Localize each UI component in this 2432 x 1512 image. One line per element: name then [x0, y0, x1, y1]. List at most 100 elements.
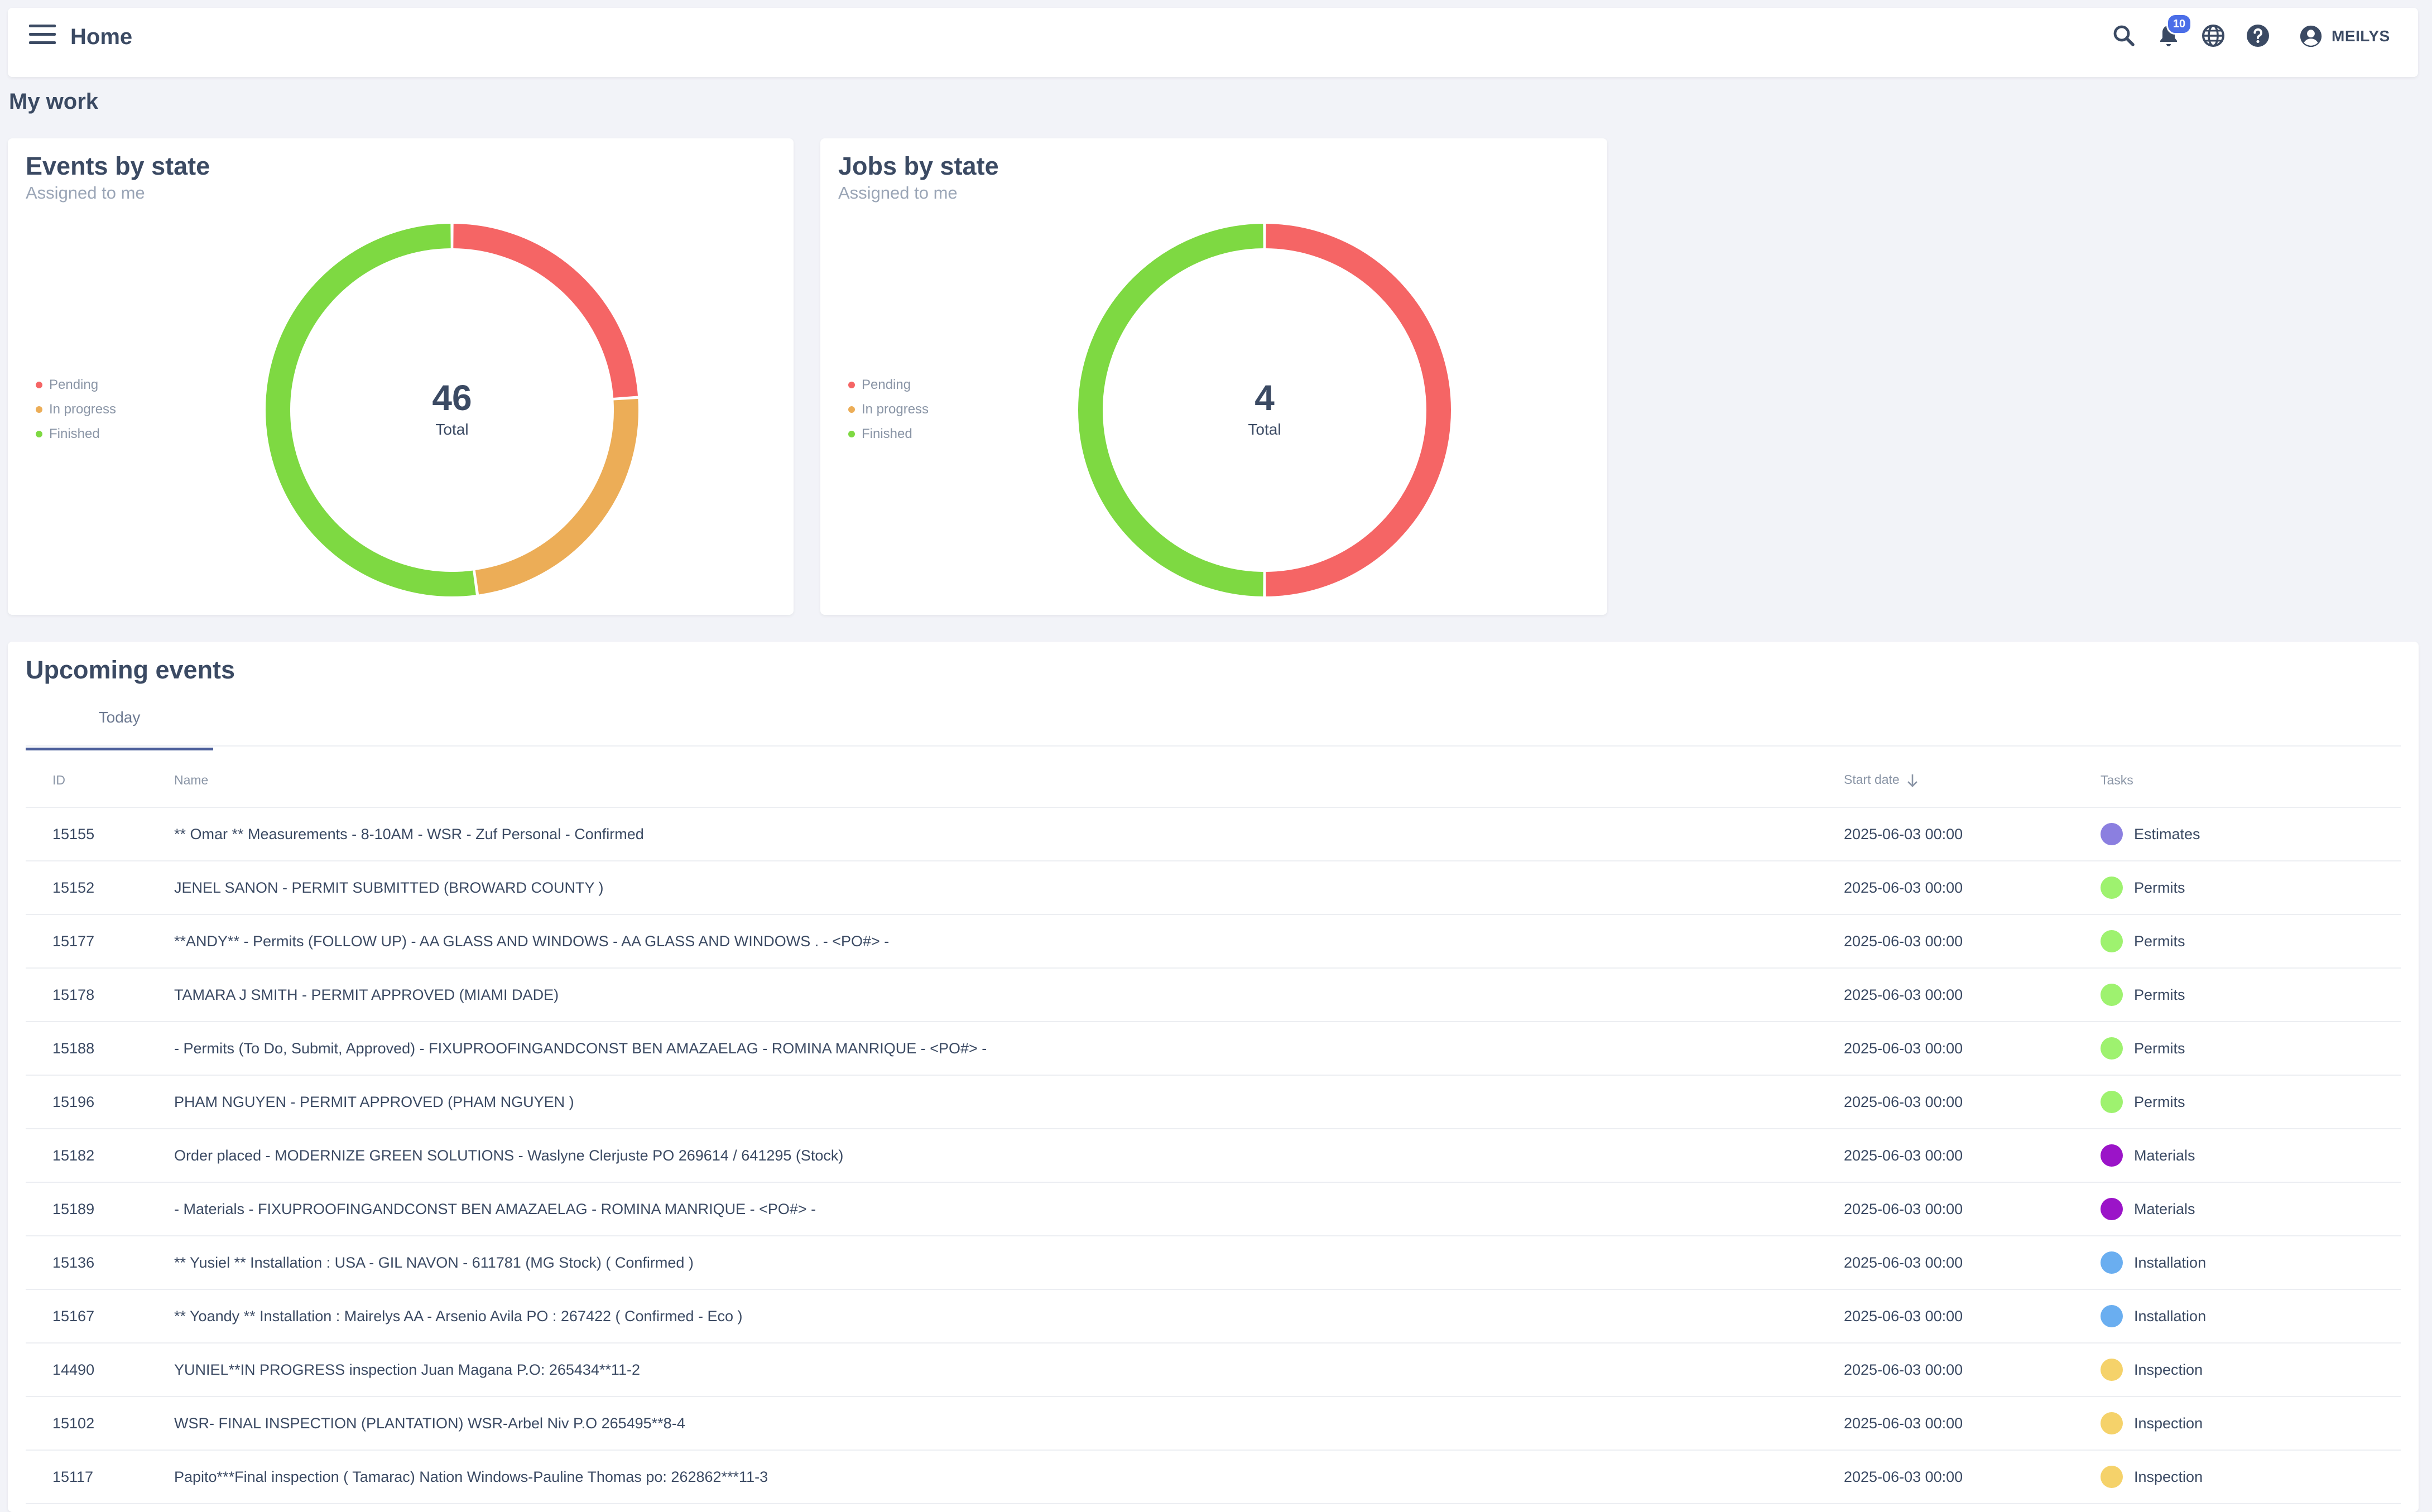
legend-dot	[36, 406, 42, 413]
cell-task: Materials	[2101, 1129, 2401, 1183]
globe-icon[interactable]	[2200, 22, 2227, 49]
table-row[interactable]: 15189- Materials - FIXUPROOFINGANDCONST …	[26, 1182, 2401, 1236]
task-label: Permits	[2134, 986, 2185, 1003]
events-slice-finished[interactable]	[266, 224, 476, 596]
user-name: MEILYS	[2332, 27, 2390, 45]
table-row[interactable]: 15196 PHAM NGUYEN - PERMIT APPROVED (PHAM…	[26, 1075, 2401, 1129]
task-label: Inspection	[2134, 1361, 2203, 1378]
cell-start-date: 2025-06-03 00:00	[1844, 861, 2101, 915]
legend-item-finished[interactable]: Finished	[848, 422, 929, 446]
column-header-start-date[interactable]: Start date	[1844, 753, 2101, 808]
cell-task: Permits	[2101, 861, 2401, 915]
cell-id: 15117	[26, 1450, 174, 1504]
task-label: Materials	[2134, 1147, 2195, 1164]
cell-name[interactable]: **ANDY** - Permits (FOLLOW UP) - AA GLAS…	[174, 914, 1844, 969]
cell-task: Installation	[2101, 1236, 2401, 1290]
cell-name[interactable]: ** Omar ** Measurements - 8-10AM - WSR -…	[174, 807, 1844, 861]
column-header-id[interactable]: ID	[26, 753, 174, 808]
task-color-dot	[2101, 1359, 2123, 1381]
cell-name[interactable]: Papito***Final inspection ( Tamarac) Nat…	[174, 1450, 1844, 1504]
cell-name[interactable]: ** Yoandy ** Installation : Mairelys AA …	[174, 1289, 1844, 1344]
table-row[interactable]: 15136 ** Yusiel ** Installation : USA - G…	[26, 1236, 2401, 1290]
legend-item-in-progress[interactable]: In progress	[848, 397, 929, 422]
help-icon[interactable]	[2244, 22, 2271, 49]
cell-id: 15196	[26, 1075, 174, 1129]
upcoming-events-title: Upcoming events	[26, 656, 235, 684]
legend-item-pending[interactable]: Pending	[36, 373, 116, 397]
cell-task: Estimates	[2101, 807, 2401, 861]
task-color-dot	[2101, 1412, 2123, 1434]
cell-name[interactable]: TAMARA J SMITH - PERMIT APPROVED (MIAMI …	[174, 968, 1844, 1022]
cell-name[interactable]: - Materials - FIXUPROOFINGANDCONST BEN A…	[174, 1182, 1844, 1236]
table-row[interactable]: 15102 WSR- FINAL INSPECTION (PLANTATION) …	[26, 1397, 2401, 1451]
jobs-total-value: 4	[1255, 378, 1275, 418]
events-card-subtitle: Assigned to me	[26, 183, 145, 203]
task-color-dot	[2101, 1144, 2123, 1167]
legend-item-finished[interactable]: Finished	[36, 422, 116, 446]
table-row[interactable]: 14490 YUNIEL**IN PROGRESS inspection Juan…	[26, 1343, 2401, 1397]
events-donut-chart: 46 Total	[266, 224, 638, 596]
cell-id: 15182	[26, 1129, 174, 1183]
sort-arrow-down-icon[interactable]	[1906, 773, 1919, 788]
events-slice-in-progress[interactable]	[475, 398, 638, 595]
cell-id: 15189	[26, 1182, 174, 1236]
table-row[interactable]: 15182 Order placed - MODERNIZE GREEN SOLU…	[26, 1129, 2401, 1183]
task-label: Installation	[2134, 1254, 2207, 1271]
table-row[interactable]: 15117 Papito***Final inspection ( Tamarac…	[26, 1450, 2401, 1504]
legend-dot	[848, 406, 855, 413]
table-row[interactable]: 15167 ** Yoandy ** Installation : Mairely…	[26, 1289, 2401, 1344]
task-label: Permits	[2134, 879, 2185, 896]
task-label: Inspection	[2134, 1468, 2203, 1485]
cell-name[interactable]: WSR- FINAL INSPECTION (PLANTATION) WSR-A…	[174, 1397, 1844, 1451]
jobs-slice-pending[interactable]	[1266, 224, 1451, 596]
cell-task: Installation	[2101, 1289, 2401, 1344]
task-label: Permits	[2134, 1039, 2185, 1057]
cell-name[interactable]: ** Yusiel ** Installation : USA - GIL NA…	[174, 1236, 1844, 1290]
cell-name[interactable]: Order placed - MODERNIZE GREEN SOLUTIONS…	[174, 1129, 1844, 1183]
table-row[interactable]: 15178 TAMARA J SMITH - PERMIT APPROVED (M…	[26, 968, 2401, 1022]
table-row[interactable]: 15188- Permits (To Do, Submit, Approved)…	[26, 1022, 2401, 1076]
jobs-donut-chart: 4 Total	[1078, 224, 1451, 596]
search-icon[interactable]	[2111, 22, 2137, 49]
top-app-bar	[8, 8, 2418, 77]
events-slice-pending[interactable]	[453, 224, 638, 398]
cell-name[interactable]: JENEL SANON - PERMIT SUBMITTED (BROWARD …	[174, 861, 1844, 915]
table-row[interactable]: 15177 **ANDY** - Permits (FOLLOW UP) - AA…	[26, 914, 2401, 969]
cell-id: 15136	[26, 1236, 174, 1290]
column-header-name[interactable]: Name	[174, 753, 1844, 808]
jobs-slice-finished[interactable]	[1078, 224, 1263, 596]
column-header-tasks[interactable]: Tasks	[2101, 753, 2401, 808]
cell-id: 15177	[26, 914, 174, 969]
legend-dot	[848, 382, 855, 388]
cell-task: Inspection	[2101, 1450, 2401, 1504]
user-menu-button[interactable]: MEILYS	[2298, 22, 2390, 50]
legend-dot	[36, 431, 42, 437]
menu-icon[interactable]	[29, 25, 56, 45]
legend-item-in-progress[interactable]: In progress	[36, 397, 116, 422]
cell-name[interactable]: YUNIEL**IN PROGRESS inspection Juan Maga…	[174, 1343, 1844, 1397]
cell-start-date: 2025-06-03 00:00	[1844, 1343, 2101, 1397]
cell-start-date: 2025-06-03 00:00	[1844, 1182, 2101, 1236]
jobs-legend: Pending In progress Finished	[848, 373, 929, 446]
tab-today[interactable]: Today	[26, 704, 213, 750]
cell-start-date: 2025-06-03 00:00	[1844, 1236, 2101, 1290]
table-row[interactable]: 15155 ** Omar ** Measurements - 8-10AM - …	[26, 807, 2401, 861]
task-color-dot	[2101, 1305, 2123, 1327]
task-label: Estimates	[2134, 825, 2200, 842]
cell-task: Inspection	[2101, 1343, 2401, 1397]
cell-id: 15102	[26, 1397, 174, 1451]
task-label: Permits	[2134, 1093, 2185, 1110]
cell-name[interactable]: PHAM NGUYEN - PERMIT APPROVED (PHAM NGUY…	[174, 1075, 1844, 1129]
legend-dot	[36, 382, 42, 388]
cell-task: Inspection	[2101, 1397, 2401, 1451]
table-header-row: ID Name Start date Tasks	[26, 753, 2401, 808]
cell-id: 14490	[26, 1343, 174, 1397]
cell-name[interactable]: - Permits (To Do, Submit, Approved) - FI…	[174, 1022, 1844, 1076]
events-legend: Pending In progress Finished	[36, 373, 116, 446]
legend-item-pending[interactable]: Pending	[848, 373, 929, 397]
table-row[interactable]: 15152 JENEL SANON - PERMIT SUBMITTED (BRO…	[26, 861, 2401, 915]
notification-badge: 10	[2166, 13, 2192, 35]
cell-id: 15155	[26, 807, 174, 861]
task-label: Materials	[2134, 1200, 2195, 1217]
events-total-value: 46	[432, 378, 472, 418]
